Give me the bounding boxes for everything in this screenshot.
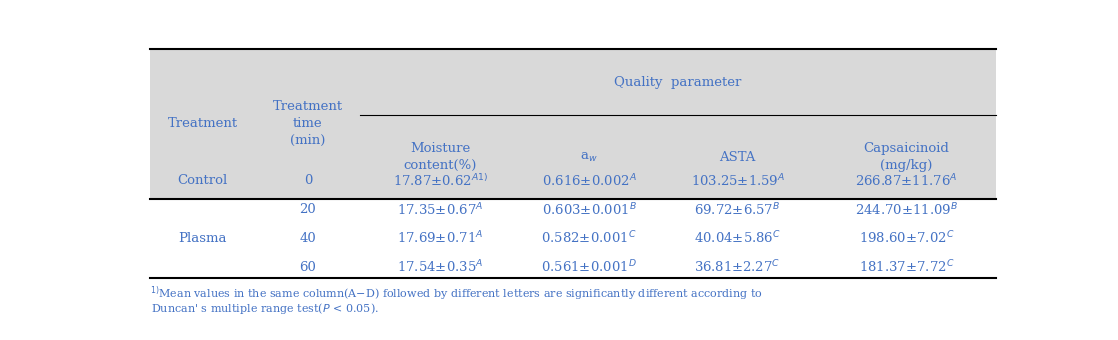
Text: 0.582$\pm$0.001$^{C}$: 0.582$\pm$0.001$^{C}$: [541, 230, 637, 247]
Text: 181.37$\pm$7.72$^{C}$: 181.37$\pm$7.72$^{C}$: [859, 259, 955, 275]
Text: 0.603$\pm$0.001$^{B}$: 0.603$\pm$0.001$^{B}$: [541, 201, 636, 218]
Text: 198.60$\pm$7.02$^{C}$: 198.60$\pm$7.02$^{C}$: [859, 230, 955, 247]
Text: 17.87$\pm$0.62$^{A1)}$: 17.87$\pm$0.62$^{A1)}$: [392, 173, 487, 189]
Text: 36.81$\pm$2.27$^{C}$: 36.81$\pm$2.27$^{C}$: [694, 259, 780, 275]
Text: Plasma: Plasma: [179, 232, 227, 245]
Text: 244.70$\pm$11.09$^{B}$: 244.70$\pm$11.09$^{B}$: [855, 201, 958, 218]
Text: 0.616$\pm$0.002$^{A}$: 0.616$\pm$0.002$^{A}$: [541, 173, 636, 189]
Text: ASTA: ASTA: [719, 151, 756, 164]
Text: 69.72$\pm$6.57$^{B}$: 69.72$\pm$6.57$^{B}$: [694, 201, 780, 218]
Text: Duncan' s multiple range test($P$ < 0.05).: Duncan' s multiple range test($P$ < 0.05…: [151, 301, 379, 316]
Text: 40: 40: [300, 232, 316, 245]
Text: 40.04$\pm$5.86$^{C}$: 40.04$\pm$5.86$^{C}$: [694, 230, 780, 247]
Text: 60: 60: [300, 261, 316, 274]
Text: Treatment: Treatment: [168, 117, 238, 131]
Text: 103.25$\pm$1.59$^{A}$: 103.25$\pm$1.59$^{A}$: [691, 173, 785, 189]
Bar: [150, 49, 996, 199]
Text: 17.35$\pm$0.67$^{A}$: 17.35$\pm$0.67$^{A}$: [397, 201, 484, 218]
Text: 266.87$\pm$11.76$^{A}$: 266.87$\pm$11.76$^{A}$: [855, 173, 958, 189]
Text: Capsaicinoid
(mg/kg): Capsaicinoid (mg/kg): [864, 142, 949, 172]
Text: 0.561$\pm$0.001$^{D}$: 0.561$\pm$0.001$^{D}$: [541, 259, 637, 275]
Text: Moisture
content(%): Moisture content(%): [404, 142, 477, 172]
Text: a$_w$: a$_w$: [580, 151, 598, 164]
Text: 17.69$\pm$0.71$^{A}$: 17.69$\pm$0.71$^{A}$: [397, 230, 484, 247]
Text: 17.54$\pm$0.35$^{A}$: 17.54$\pm$0.35$^{A}$: [397, 259, 484, 275]
Bar: [150, 199, 996, 278]
Text: $^{1)}$Mean values in the same column(A$-$D) followed by different letters are s: $^{1)}$Mean values in the same column(A$…: [150, 284, 762, 303]
Text: Control: Control: [178, 174, 228, 187]
Text: Quality  parameter: Quality parameter: [615, 75, 742, 88]
Text: 0: 0: [304, 174, 312, 187]
Text: Treatment
time
(min): Treatment time (min): [273, 100, 343, 148]
Text: 20: 20: [300, 203, 316, 216]
